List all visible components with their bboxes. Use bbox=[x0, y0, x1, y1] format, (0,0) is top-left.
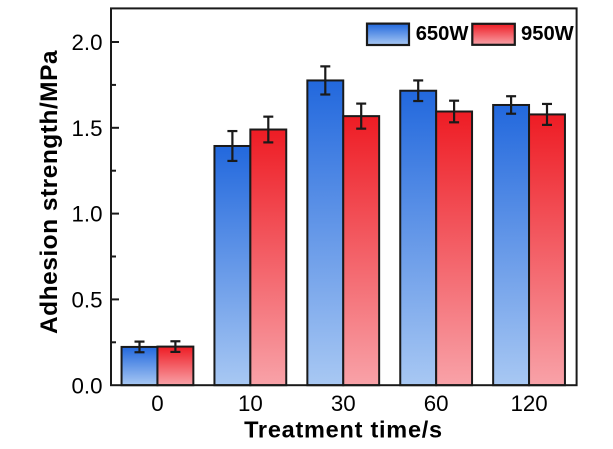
svg-text:650W: 650W bbox=[416, 23, 470, 45]
svg-text:Treatment time/s: Treatment time/s bbox=[244, 417, 443, 443]
svg-text:60: 60 bbox=[424, 391, 449, 416]
svg-text:0.0: 0.0 bbox=[72, 373, 103, 398]
svg-text:0: 0 bbox=[151, 391, 163, 416]
svg-text:1.0: 1.0 bbox=[72, 202, 103, 227]
svg-text:0.5: 0.5 bbox=[72, 288, 103, 313]
svg-text:Adhesion strength/MPa: Adhesion strength/MPa bbox=[36, 50, 63, 334]
svg-text:2.0: 2.0 bbox=[72, 30, 103, 55]
svg-text:1.5: 1.5 bbox=[72, 116, 103, 141]
svg-text:10: 10 bbox=[238, 391, 263, 416]
svg-text:950W: 950W bbox=[521, 23, 575, 45]
svg-text:120: 120 bbox=[510, 391, 547, 416]
svg-text:30: 30 bbox=[331, 391, 356, 416]
